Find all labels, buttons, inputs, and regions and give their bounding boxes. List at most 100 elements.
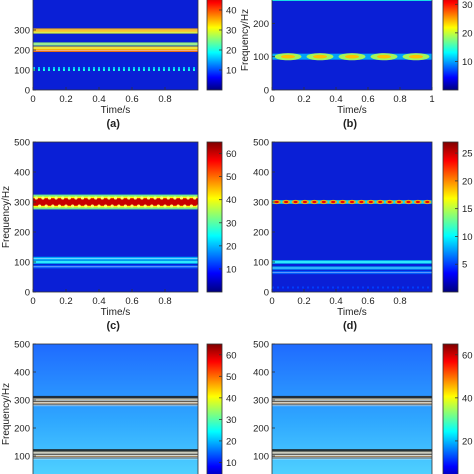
colorbar-tick-label: 10: [462, 57, 473, 68]
colorbar-tick-label: 30: [226, 26, 237, 37]
plot-frame: [32, 0, 199, 91]
y-tick-label: 100: [14, 452, 30, 463]
y-tick-label: 100: [14, 258, 30, 269]
spectrogram-background: [33, 142, 198, 292]
colorbar-tick-label: 50: [226, 372, 237, 383]
y-tick-label: 300: [253, 396, 269, 407]
x-tick-label: 0.4: [329, 296, 342, 307]
panel-label: (d): [343, 320, 357, 332]
spectrogram-area: [33, 0, 198, 90]
x-axis-label: Time/s: [101, 105, 131, 116]
colorbar-tick-label: 30: [226, 415, 237, 426]
x-tick-label: 0.2: [59, 296, 72, 307]
colorbar-tick-label: 60: [226, 350, 237, 361]
x-tick-label: 0: [30, 94, 35, 105]
x-tick-label: 0.8: [393, 296, 406, 307]
panel-label: (b): [343, 118, 357, 130]
colorbar-tick-label: 50: [226, 172, 237, 183]
colorbar-tick-label: 15: [462, 204, 473, 215]
y-tick-label: 300: [14, 396, 30, 407]
colorbar-tick-label: 25: [462, 149, 473, 160]
colorbar: 10 20 30 40 50 60: [206, 343, 237, 474]
colorbar-gradient: [206, 0, 223, 91]
x-tick-label: 0.4: [92, 296, 105, 307]
plot-frame: [271, 0, 433, 91]
band-300hz: [33, 395, 198, 407]
y-tick-label: 200: [253, 228, 269, 239]
x-tick-label: 0.6: [125, 296, 138, 307]
colorbar-tick-label: 20: [462, 28, 473, 39]
colorbar-tick-label: 60: [226, 149, 237, 160]
colorbar: 20 40 60: [442, 343, 473, 474]
spectrogram-area: [33, 344, 198, 474]
panel-5: 100 200 300 400 500 Frequency/Hz 10 20 30 40 50 60: [1, 340, 237, 474]
y-tick-label: 100: [14, 66, 30, 77]
y-tick-label: 300: [253, 198, 269, 209]
y-tick-label: 500: [14, 340, 30, 351]
y-tick-label: 200: [14, 424, 30, 435]
plot-frame: [32, 343, 199, 474]
colorbar-tick-label: 40: [226, 6, 237, 17]
panel-6: 100 200 300 400 500 20 40 60: [253, 340, 473, 474]
y-tick-label: 500: [253, 138, 269, 149]
plot-frame: [32, 141, 199, 293]
panel-3: 0 100 200 300 400 500 0 0.2 0.4 0.6 0.8 Time/s Frequ…: [1, 138, 237, 333]
y-tick-label: 400: [14, 368, 30, 379]
y-tick-label: 400: [253, 168, 269, 179]
x-axis-label: Time/s: [337, 307, 367, 318]
panel-label: (a): [107, 118, 121, 130]
y-tick-label: 0: [25, 86, 30, 97]
x-tick-label: 0.8: [393, 94, 406, 105]
y-axis-label: Frequency/Hz: [240, 9, 251, 71]
x-tick-label: 0: [269, 296, 274, 307]
colorbar-gradient: [442, 0, 459, 91]
y-tick-label: 100: [253, 452, 269, 463]
y-tick-label: 300: [14, 198, 30, 209]
spectrogram-area: [272, 0, 432, 90]
panel-2: 0 100 200 0 0.2 0.4 0.6 0.8 1 Time/s Frequency/Hz (…: [240, 0, 473, 130]
x-tick-label: 0.2: [297, 94, 310, 105]
band-272hz: [272, 0, 432, 1]
x-tick-label: 0.2: [297, 296, 310, 307]
y-axis-label: Frequency/Hz: [1, 383, 12, 445]
band-300hz: [272, 395, 432, 407]
spectrogram-background: [272, 0, 432, 90]
colorbar-tick-label: 20: [462, 436, 473, 447]
colorbar-tick-label: 20: [226, 241, 237, 252]
colorbar-gradient: [442, 343, 459, 474]
plot-frame: [271, 141, 433, 293]
band-300hz: [33, 194, 198, 210]
panel-1: 0 100 200 300 0 0.2 0.4 0.6 0.8 Time/s (a) 10 20 30 40: [14, 0, 237, 130]
spectrogram-area: [272, 142, 432, 292]
x-tick-label: 0.4: [329, 94, 342, 105]
x-tick-label: 0.6: [361, 94, 374, 105]
band-110hz: [33, 449, 198, 460]
colorbar-tick-label: 40: [462, 393, 473, 404]
x-axis-label: Time/s: [337, 105, 367, 116]
colorbar-tick-label: 20: [226, 436, 237, 447]
colorbar-tick-label: 40: [226, 393, 237, 404]
y-tick-label: 200: [253, 424, 269, 435]
colorbar-tick-label: 30: [462, 0, 473, 11]
y-tick-label: 300: [14, 26, 30, 37]
y-tick-label: 0: [25, 288, 30, 299]
colorbar-tick-label: 10: [226, 264, 237, 275]
y-tick-label: 0: [264, 288, 269, 299]
band-300hz: [272, 199, 432, 205]
x-axis-label: Time/s: [101, 307, 131, 318]
colorbar-tick-label: 10: [462, 232, 473, 243]
colorbar-tick-label: 30: [226, 218, 237, 229]
x-tick-label: 0: [30, 296, 35, 307]
x-tick-label: 0.8: [158, 94, 171, 105]
x-tick-label: 0.8: [158, 296, 171, 307]
x-tick-label: 1: [429, 94, 434, 105]
y-tick-label: 200: [14, 46, 30, 57]
band-100hz: [272, 53, 432, 61]
colorbar: 5 10 15 20 25: [442, 141, 473, 293]
colorbar-tick-label: 10: [226, 458, 237, 469]
y-axis-label: Frequency/Hz: [1, 186, 12, 248]
panel-label: (c): [107, 320, 121, 332]
colorbar: 10 20 30: [442, 0, 473, 91]
x-tick-label: 0.6: [125, 94, 138, 105]
